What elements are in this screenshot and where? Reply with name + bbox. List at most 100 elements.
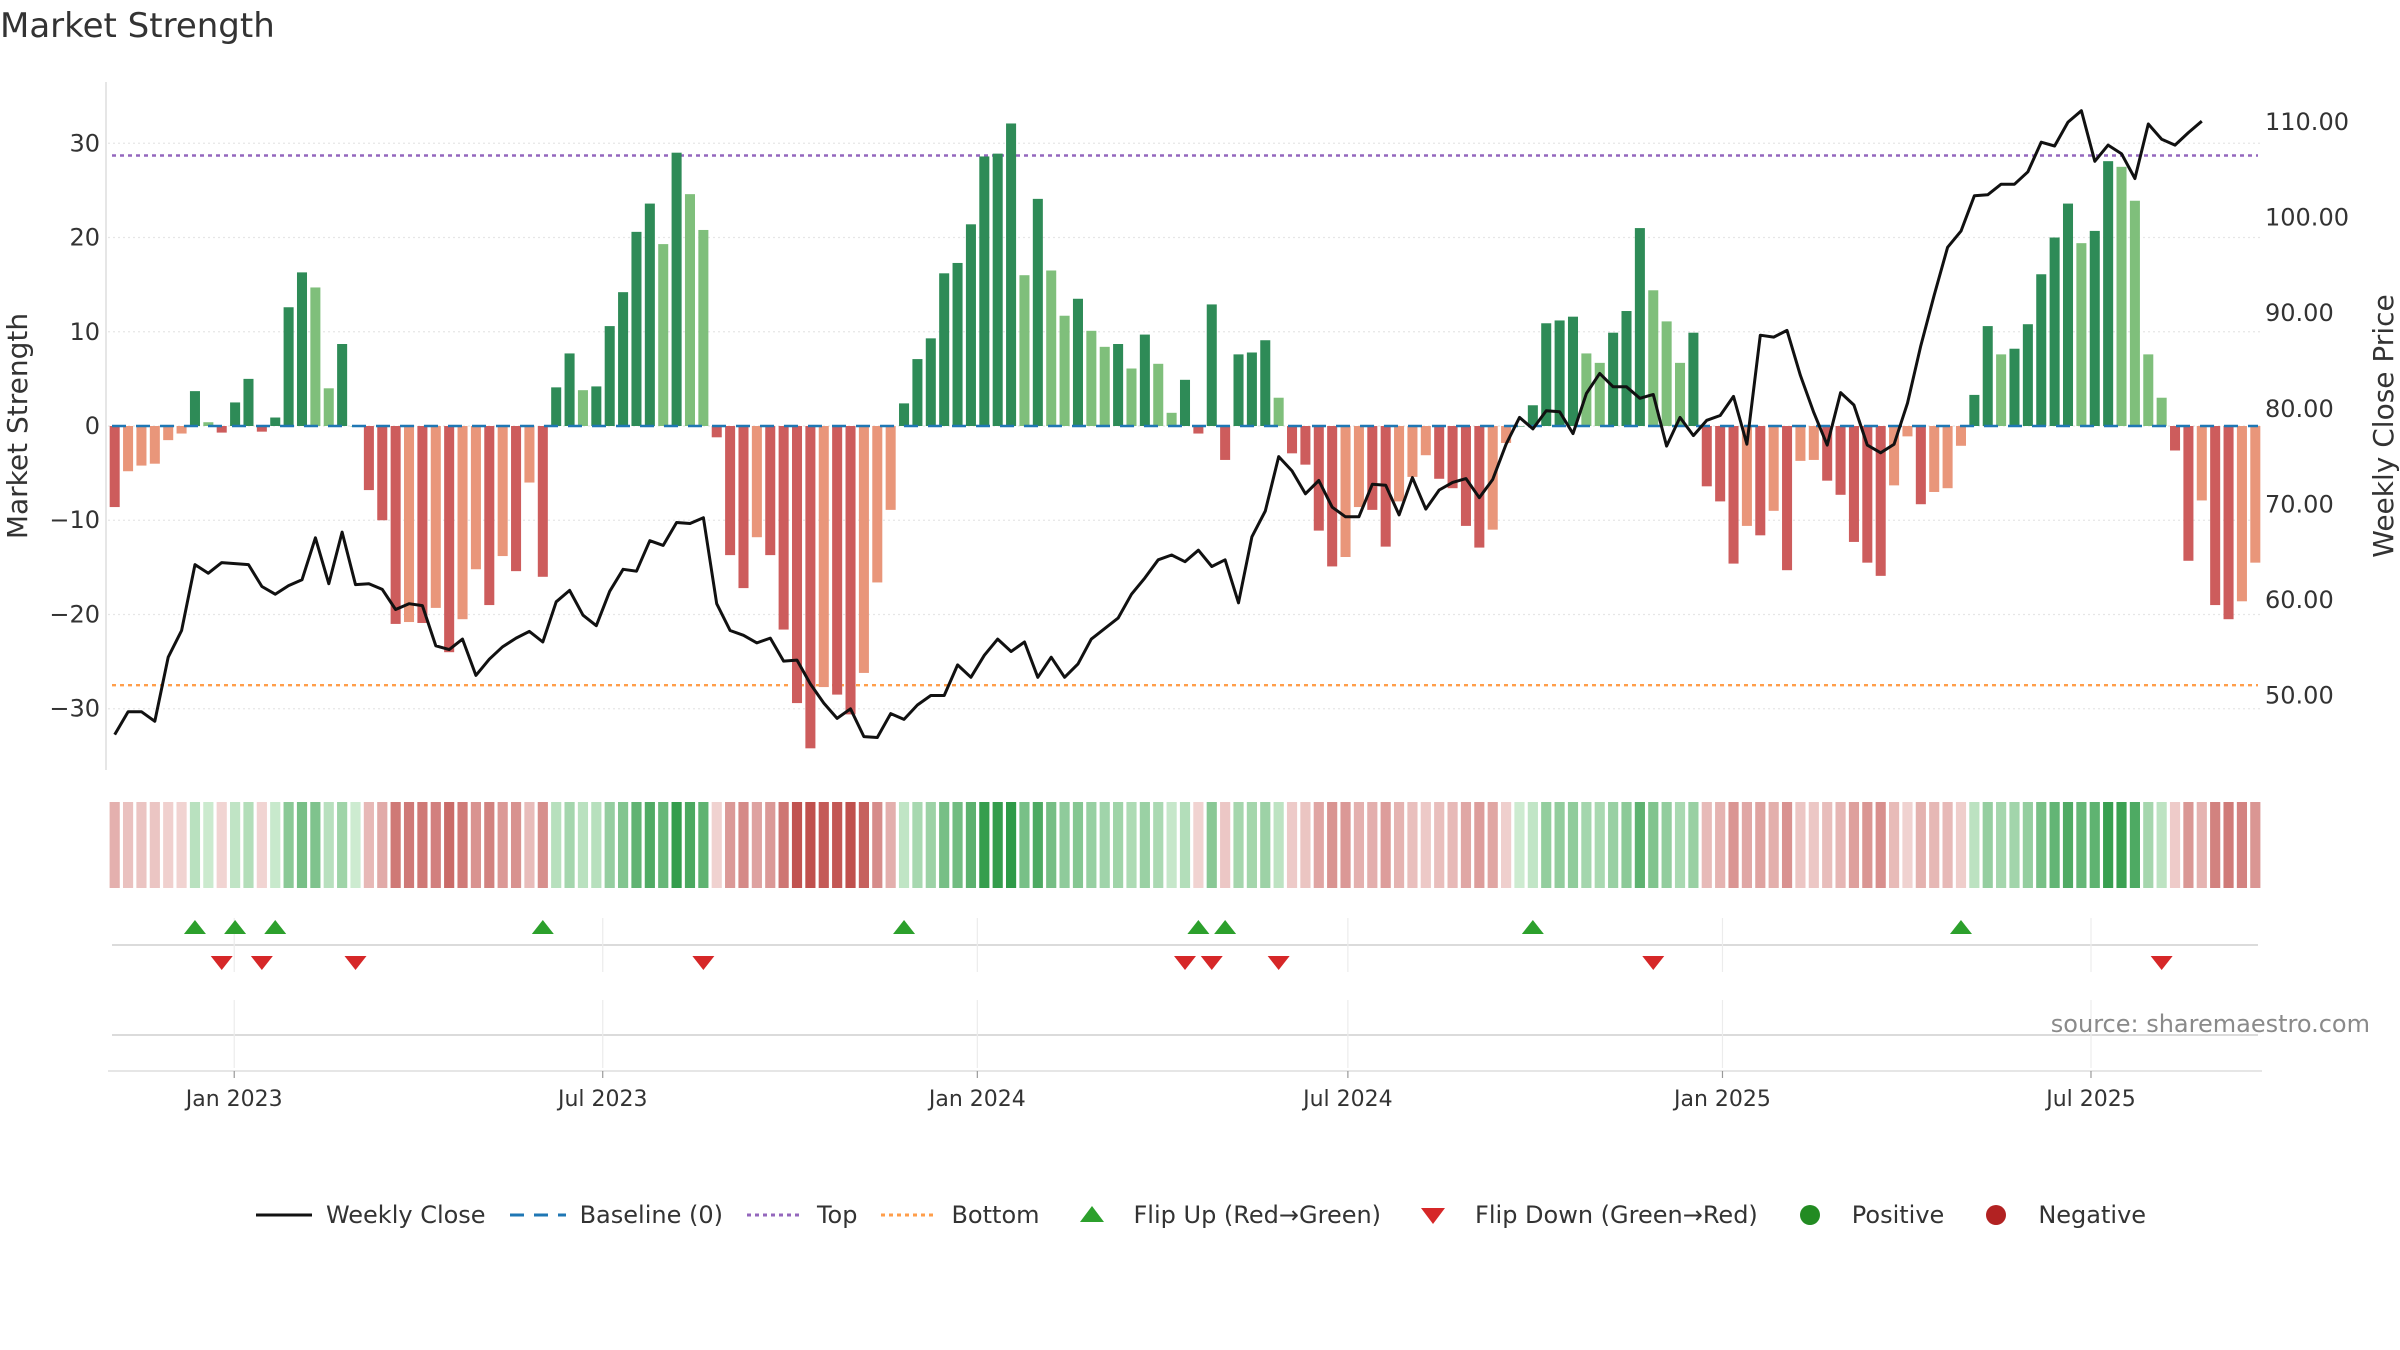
heat-cell (337, 802, 348, 888)
legend-item-positive: Positive (1780, 1200, 1944, 1230)
x-tick-label: Jan 2025 (1672, 1087, 1771, 1112)
heat-cell (1327, 802, 1338, 888)
strength-bar (1768, 426, 1779, 511)
flip-down-marker (210, 956, 233, 970)
axes: 30 20 10 0 −10 −20 −30 110.00 100.00 90.00 80.00 70… (1, 82, 2400, 770)
heat-cell (1420, 802, 1431, 888)
heat-cell (323, 802, 334, 888)
strength-bar (2196, 426, 2207, 501)
heat-cell (1942, 802, 1953, 888)
triangle-up-icon (1079, 1206, 1104, 1222)
heat-cell (2223, 802, 2234, 888)
heat-cell (1755, 802, 1766, 888)
strength-bar (457, 426, 468, 620)
heat-cell (2076, 802, 2087, 888)
heat-cell (1955, 802, 1967, 888)
heat-cell (1969, 802, 1980, 888)
strength-bar (310, 287, 321, 426)
legend-item-baseline: Baseline (0) (508, 1200, 723, 1230)
right-axis-label: Weekly Close Price (2367, 294, 2400, 557)
heat-cell (1032, 802, 1043, 888)
heat-cell (2049, 802, 2060, 888)
right-tick-label: 110.00 (2265, 108, 2349, 136)
strength-bar (2036, 274, 2047, 426)
legend-label: Baseline (0) (579, 1201, 723, 1229)
heat-cell (444, 802, 455, 888)
heat-cell (805, 802, 816, 888)
strength-bar (1594, 362, 1605, 426)
heat-cell (2116, 802, 2127, 888)
heat-cell (1313, 802, 1324, 888)
strength-bar (1220, 426, 1231, 460)
strength-bar (176, 426, 187, 434)
weekly-close-line (113, 109, 2203, 739)
reference-lines (112, 154, 2258, 687)
strength-bar (644, 203, 655, 426)
strength-bar (203, 422, 214, 426)
weekly-close-path (113, 109, 2203, 739)
heat-cell (1086, 802, 1097, 888)
heat-cell (417, 802, 428, 888)
strength-bar (1460, 426, 1471, 526)
heat-cell (1996, 802, 2007, 888)
heat-cell (1648, 802, 1659, 888)
strength-bar (791, 426, 803, 704)
flip-down-marker (250, 956, 273, 970)
strength-bar (149, 426, 160, 464)
strength-bar (163, 426, 174, 441)
strength-bar (1915, 426, 1926, 505)
flip-up-marker (1949, 920, 1972, 934)
strength-bar (1688, 332, 1699, 426)
heat-cell (564, 802, 575, 888)
strength-bar (2049, 237, 2060, 426)
flip-up-marker (183, 920, 206, 934)
strength-bar (2250, 426, 2261, 563)
heat-cell (1581, 802, 1592, 888)
heat-cell (430, 802, 441, 888)
strength-bar (1166, 412, 1177, 426)
strength-bar (2183, 426, 2194, 561)
heat-cell (283, 802, 294, 888)
heat-cell (591, 802, 602, 888)
heat-cell (149, 802, 160, 888)
heat-cell (2210, 802, 2221, 888)
heat-cell (925, 802, 936, 888)
strength-bar (136, 426, 147, 466)
right-tick-label: 80.00 (2265, 395, 2334, 423)
heat-cell (1541, 802, 1552, 888)
strength-bar (2156, 397, 2167, 426)
heat-cell (551, 802, 562, 888)
heat-cell (738, 802, 749, 888)
strength-heat-strip (109, 802, 2261, 888)
strength-bar (551, 387, 562, 426)
right-tick-label: 100.00 (2265, 204, 2349, 232)
strength-bar (1567, 316, 1579, 426)
legend-line-dotted-icon (746, 1213, 803, 1217)
x-tick-label: Jul 2025 (2044, 1087, 2136, 1112)
strength-bar (1982, 326, 1993, 426)
heat-cell (1501, 802, 1512, 888)
triangle-down-icon (1421, 1208, 1446, 1224)
heat-cell (618, 802, 629, 888)
heat-cell (1099, 802, 1110, 888)
strength-bar (965, 224, 976, 426)
flip-down-marker (344, 956, 367, 970)
heat-cell (791, 802, 803, 888)
heat-cell (832, 802, 843, 888)
strength-bar (1902, 426, 1913, 437)
heat-cell (1166, 802, 1177, 888)
heat-cell (2022, 802, 2033, 888)
heat-cell (2129, 802, 2140, 888)
strength-bar (1929, 426, 1940, 492)
heat-cell (778, 802, 789, 888)
strength-bar (270, 417, 281, 426)
strength-bar (1942, 426, 1953, 489)
heat-cell (537, 802, 548, 888)
heat-cell (684, 802, 696, 888)
heat-cell (524, 802, 535, 888)
left-axis-label: Market Strength (1, 313, 34, 539)
heat-cell (1300, 802, 1311, 888)
strength-bar (1126, 368, 1137, 426)
strength-bar (337, 344, 348, 426)
strength-bar (725, 426, 736, 556)
